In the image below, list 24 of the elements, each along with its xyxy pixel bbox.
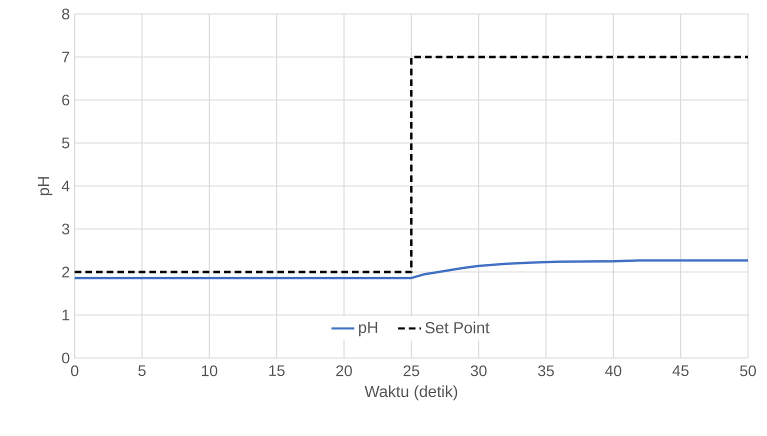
x-tick-label: 25 (404, 365, 420, 376)
x-axis-title: Waktu (detik) (364, 385, 458, 400)
x-tick-label: 5 (138, 365, 146, 376)
y-tick-label: 6 (62, 94, 70, 106)
y-tick-label: 2 (62, 266, 70, 278)
y-tick-label: 7 (62, 52, 70, 62)
x-tick-label: 30 (470, 365, 487, 376)
y-tick-label: 3 (62, 224, 70, 234)
x-tick-label: 45 (672, 365, 689, 376)
legend-label: Set Point (425, 322, 490, 334)
y-tick-label: 0 (62, 352, 70, 364)
x-tick-label: 0 (71, 365, 78, 376)
legend-label: pH (359, 322, 378, 336)
y-tick-label: 1 (62, 310, 70, 320)
x-tick-label: 15 (269, 365, 285, 376)
y-tick-label: 4 (62, 180, 70, 192)
y-tick-label: 8 (62, 8, 70, 20)
x-tick-label: 20 (336, 365, 352, 376)
x-tick-label: 40 (605, 365, 622, 376)
y-axis-title: pH (38, 177, 52, 196)
x-tick-label: 10 (202, 365, 218, 376)
x-tick-label: 50 (740, 365, 756, 376)
y-tick-label: 5 (62, 138, 70, 148)
x-tick-label: 35 (538, 365, 554, 376)
